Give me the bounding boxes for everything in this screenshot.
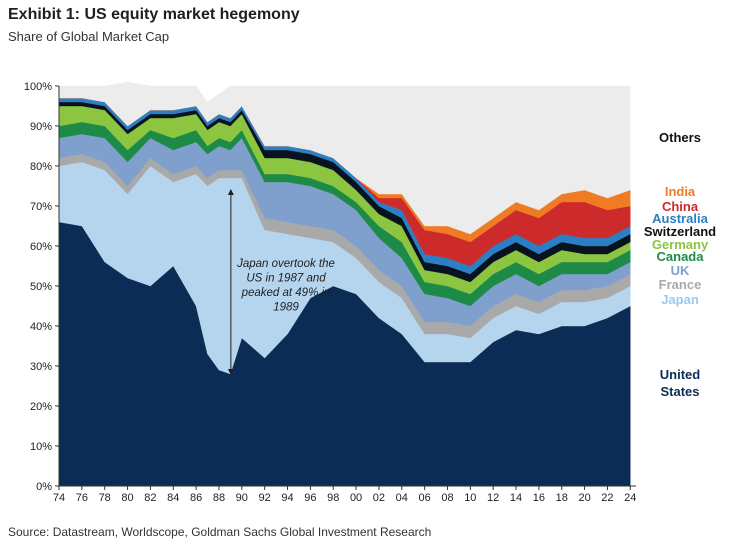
x-tick-label: 04 [396, 492, 408, 504]
source-note: Source: Datastream, Worldscope, Goldman … [8, 525, 432, 539]
legend: Others IndiaChinaAustraliaSwitzerlandGerm… [644, 130, 716, 399]
market-cap-area-chart: 0% 10% 20% 30% 40% 50% 60% 70% 80% 90% 100% 74 76 78 8… [24, 81, 716, 504]
x-tick-label: 24 [624, 492, 636, 504]
x-tick-label: 88 [213, 492, 225, 504]
legend-canada: Canada [657, 249, 705, 264]
legend-france: France [659, 277, 702, 292]
y-tick-label: 100% [24, 81, 52, 93]
x-tick-label: 80 [121, 492, 133, 504]
annotation-text-line: peaked at 49% in [241, 287, 331, 299]
y-tick-label: 10% [30, 441, 52, 453]
legend-united-states: United States [660, 367, 701, 399]
x-tick-label: 96 [304, 492, 316, 504]
y-tick-label: 60% [30, 241, 52, 253]
x-tick-label: 78 [99, 492, 111, 504]
annotation-text-line: 1989 [273, 302, 299, 314]
x-tick-label: 76 [76, 492, 88, 504]
y-tick-label: 70% [30, 201, 52, 213]
x-tick-label: 98 [327, 492, 339, 504]
x-tick-label: 74 [53, 492, 65, 504]
x-tick-label: 06 [418, 492, 430, 504]
x-tick-label: 02 [373, 492, 385, 504]
legend-switzerland: Switzerland [644, 224, 716, 239]
x-tick-label: 22 [601, 492, 613, 504]
x-tick-label: 10 [464, 492, 476, 504]
x-tick-label: 16 [533, 492, 545, 504]
x-tick-label: 84 [167, 492, 179, 504]
annotation-text-line: Japan overtook the [236, 258, 335, 270]
legend-india: India [665, 184, 696, 199]
legend-uk: UK [671, 263, 690, 278]
stacked-areas [58, 81, 631, 487]
y-tick-label: 90% [30, 121, 52, 133]
x-tick-label: 82 [144, 492, 156, 504]
axes: 0% 10% 20% 30% 40% 50% 60% 70% 80% 90% 100% 74 76 78 8… [24, 81, 637, 504]
x-tick-label: 00 [350, 492, 362, 504]
legend-others: Others [659, 130, 701, 145]
x-tick-label: 08 [441, 492, 453, 504]
x-tick-label: 20 [578, 492, 590, 504]
legend-australia: Australia [652, 211, 708, 226]
x-tick-label: 12 [487, 492, 499, 504]
legend-china: China [662, 199, 699, 214]
area-others [58, 81, 631, 235]
legend-japan: Japan [661, 292, 699, 307]
x-tick-label: 94 [281, 492, 293, 504]
x-tick-label: 92 [259, 492, 271, 504]
y-tick-label: 40% [30, 321, 52, 333]
x-tick-label: 18 [556, 492, 568, 504]
chart-title: Exhibit 1: US equity market hegemony [8, 6, 300, 23]
legend-germany: Germany [652, 237, 709, 252]
y-tick-label: 20% [30, 401, 52, 413]
y-tick-label: 30% [30, 361, 52, 373]
japan-annotation: Japan overtook the US in 1987 and peaked a… [227, 189, 335, 375]
x-tick-label: 14 [510, 492, 522, 504]
y-tick-label: 80% [30, 161, 52, 173]
chart-subtitle: Share of Global Market Cap [8, 29, 170, 44]
x-tick-label: 90 [236, 492, 248, 504]
annotation-text-line: US in 1987 and [246, 273, 326, 285]
x-tick-label: 86 [190, 492, 202, 504]
y-tick-label: 0% [36, 481, 52, 493]
y-tick-label: 50% [30, 281, 52, 293]
